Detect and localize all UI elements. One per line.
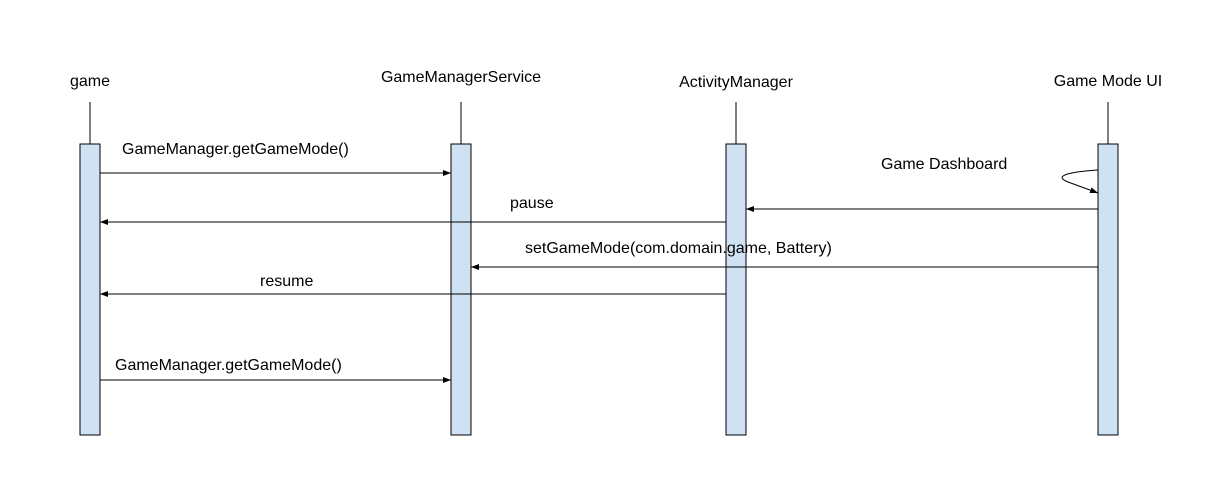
activation-bar-am xyxy=(725,143,747,436)
message-4: setGameMode(com.domain.game, Battery) xyxy=(471,240,1098,270)
participant-label-gms: GameManagerService xyxy=(381,69,541,86)
message-3: pause xyxy=(100,195,726,225)
activation-bar-game xyxy=(79,143,101,436)
message-6: GameManager.getGameMode() xyxy=(100,357,451,383)
message-label: setGameMode(com.domain.game, Battery) xyxy=(525,240,832,257)
message-label: pause xyxy=(510,195,554,212)
message-5: resume xyxy=(100,273,726,297)
self-message-arrow xyxy=(1061,169,1099,194)
message-0: GameManager.getGameMode() xyxy=(100,141,451,176)
message-label: GameManager.getGameMode() xyxy=(122,141,349,158)
message-1: Game Dashboard xyxy=(881,156,1099,194)
participant-label-game: game xyxy=(70,73,110,90)
participant-label-am: ActivityManager xyxy=(679,74,793,91)
message-label: resume xyxy=(260,273,313,290)
activation-bar-ui xyxy=(1097,143,1119,436)
message-label: GameManager.getGameMode() xyxy=(115,357,342,374)
message-label: Game Dashboard xyxy=(881,156,1007,173)
participant-label-ui: Game Mode UI xyxy=(1054,73,1162,90)
activation-bar-gms xyxy=(450,143,472,436)
